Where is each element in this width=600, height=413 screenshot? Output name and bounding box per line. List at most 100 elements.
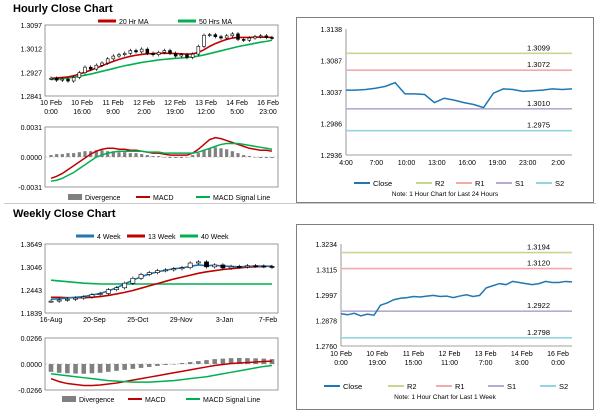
legend-label: S2 [555,179,564,188]
y-tick-label: 1.3138 [321,27,343,34]
candle [105,289,111,294]
x-tick-label: 7:00 [369,160,383,167]
ma50-line [50,39,273,81]
level-label-r1: 1.3072 [527,60,550,69]
divergence-bar [220,358,226,364]
x-tick-label: 13:00 [428,160,446,167]
divergence-bar [155,364,160,366]
hourly-macd-chart: 0.0031 0.0000 -0.0031 Divergence MACD MACD Si… [18,125,279,202]
candle [236,266,242,268]
x-tick-label: 16 Feb [547,351,569,358]
candle [245,265,250,268]
plot-frame [44,24,279,97]
divergence-bar [162,157,166,158]
x-tick-label: 19:00 [489,160,507,167]
x-tick-label: 14 Feb [226,100,248,107]
y-tick-label: -0.0031 [18,185,42,192]
candle [105,58,110,64]
divergence-bar [212,359,217,364]
candle [261,265,267,268]
divergence-bar [236,357,242,364]
y-tick-label: 0.0031 [21,125,43,132]
level-label-r2: 1.3194 [527,243,550,252]
signal-line [50,364,273,383]
candle [88,66,93,70]
divergence-bar [56,364,62,373]
candle [230,33,235,37]
divergence-bar [245,358,250,364]
legend-label: R1 [475,179,485,188]
candle [151,52,155,55]
weekly-pivot-panel [296,224,594,410]
y-tick-label: -0.0266 [18,388,42,395]
divergence-bar [145,155,149,157]
legend-label: MACD Signal Line [203,397,260,404]
divergence-bar [204,360,209,364]
candle [60,78,65,81]
level-label-r1: 1.3120 [527,259,550,268]
y-tick-label: 1.3012 [21,47,43,54]
legend-swatch [62,396,76,402]
divergence-bar [196,153,200,157]
x-tick-label: 3-Jan [216,317,234,324]
x-tick-label: 16-Aug [40,317,63,324]
divergence-bar [219,148,223,157]
level-label-s2: 1.2975 [527,121,550,130]
candle [94,64,99,70]
x-tick-label: 0:00 [334,360,348,367]
x-tick-label: 23:00 [519,160,537,167]
x-tick-label: 3:00 [515,360,529,367]
x-tick-label: 11:00 [441,360,458,367]
chart-note: Note: 1 Hour Chart for Last 1 Week [394,394,497,401]
candle [168,50,172,54]
candle [130,277,136,284]
legend-label: 4 Week [97,234,121,241]
divergence-bar [138,364,144,368]
candle [185,54,189,58]
candle [97,293,103,295]
candle [155,270,160,273]
x-tick-label: 10:00 [398,160,416,167]
hourly-section-title: Hourly Close Chart [13,3,113,15]
x-tick-label: 16 Feb [257,100,279,107]
x-tick-label: 4:00 [339,160,353,167]
x-tick-label: 25-Oct [127,317,148,324]
divergence-bar [123,152,127,157]
divergence-bar [168,157,172,158]
divergence-bar [94,150,98,157]
divergence-bar [213,147,217,157]
x-tick-label: 29-Nov [170,317,193,324]
candle [139,48,144,53]
divergence-bar [225,149,229,157]
divergence-bar [259,157,263,158]
candle [269,266,275,268]
divergence-bar [81,364,87,374]
legend-label: S2 [559,382,568,391]
candle [173,52,178,57]
y-tick-label: 1.2936 [321,153,343,160]
candle [66,78,70,82]
candle [202,34,206,47]
x-tick-label: 23:00 [259,109,277,116]
divergence-bar [202,150,206,157]
candle [73,297,78,300]
x-tick-label: 7-Feb [259,317,277,324]
legend-label: Divergence [79,397,115,404]
candle [100,62,104,66]
divergence-bar [100,150,104,157]
candle [264,35,269,38]
y-tick-label: 1.2997 [316,293,338,300]
candle [213,34,218,37]
divergence-bar [253,358,258,364]
candle [64,298,70,301]
x-tick-label: 0:00 [551,360,565,367]
legend-swatch [68,194,82,200]
candle [207,34,212,37]
divergence-bar [128,153,132,157]
divergence-bar [185,157,189,158]
x-tick-label: 2:00 [551,160,565,167]
candle [114,287,119,291]
legend-label: 50 Hrs MA [199,19,232,26]
